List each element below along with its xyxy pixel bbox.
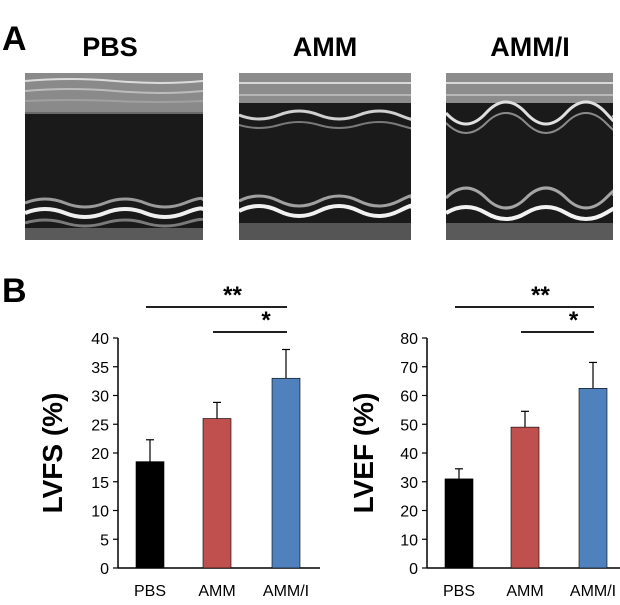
chart1-y-tick-label: 5 — [100, 532, 109, 549]
echo-title-ammi: AMM/I — [490, 32, 570, 62]
echo-image-amm — [239, 73, 411, 240]
chart1-bar-amm — [202, 418, 232, 569]
chart1-significance-label: ** — [223, 282, 242, 309]
chart1-y-axis-label: LVFS (%) — [37, 393, 68, 514]
chart2-category-label: AMM — [506, 583, 543, 600]
chart2-category-label: AMM/I — [570, 583, 616, 600]
echo-title-amm: AMM — [292, 32, 358, 62]
chart2-y-tick-label: 0 — [409, 561, 418, 578]
chart2-y-tick-label: 10 — [400, 532, 418, 549]
chart1-bar-ammi — [271, 377, 301, 569]
chart2-y-tick-label: 40 — [400, 446, 418, 463]
chart1-y-tick-label: 40 — [91, 331, 109, 348]
chart2-bar-ammi — [578, 388, 608, 569]
panel-b-label: B — [2, 272, 27, 310]
chart1-y-tick-label: 10 — [91, 504, 109, 521]
chart1-category-label: AMM — [198, 583, 235, 600]
chart2-y-tick-label: 60 — [400, 389, 418, 406]
chart1-significance-label: * — [261, 307, 271, 334]
chart2-bar-amm — [510, 426, 540, 569]
chart1-category-label: AMM/I — [263, 583, 309, 600]
chart2-y-tick-label: 80 — [400, 331, 418, 348]
chart2-y-tick-label: 30 — [400, 475, 418, 492]
chart2-category-label: PBS — [443, 583, 475, 600]
echo-title-pbs: PBS — [82, 32, 138, 62]
chart1-y-tick-label: 30 — [91, 389, 109, 406]
chart2-y-axis-label: LVEF (%) — [348, 393, 379, 514]
chart1-y-tick-label: 15 — [91, 475, 109, 492]
chart1-y-tick-label: 20 — [91, 446, 109, 463]
chart2-significance-label: ** — [531, 282, 550, 309]
chart2-bar-pbs — [444, 478, 474, 569]
chart1-y-tick-label: 0 — [100, 561, 109, 578]
echo-image-pbs — [25, 73, 203, 240]
chart2-y-tick-label: 20 — [400, 504, 418, 521]
chart1-category-label: PBS — [134, 583, 166, 600]
chart1-bar-pbs — [135, 461, 165, 569]
chart1-y-tick-label: 25 — [91, 417, 109, 434]
chart2-y-tick-label: 70 — [400, 360, 418, 377]
panel-a-label: A — [2, 20, 27, 58]
chart2-y-tick-label: 50 — [400, 417, 418, 434]
chart1-y-tick-label: 35 — [91, 360, 109, 377]
chart2-significance-label: * — [569, 307, 579, 334]
echo-image-ammi — [446, 73, 613, 240]
